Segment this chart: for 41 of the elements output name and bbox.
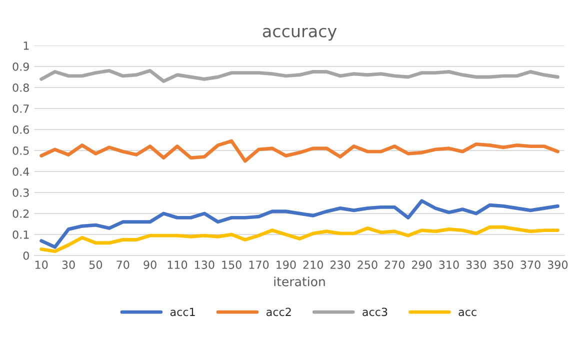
x-tick-label: 30	[62, 260, 75, 269]
x-tick-label: 150	[222, 260, 242, 269]
line-series	[40, 139, 560, 163]
legend-label: acc3	[362, 308, 388, 316]
y-tick-label: 1	[24, 42, 29, 50]
x-tick-label: 190	[276, 260, 296, 269]
chart-title: accuracy	[262, 28, 337, 41]
line-series	[40, 199, 560, 249]
y-tick-label: 0.7	[12, 104, 29, 113]
y-tick-label: 0.5	[12, 146, 29, 155]
line-series	[40, 68, 560, 83]
x-tick-label: 130	[195, 260, 214, 269]
x-tick-label: 270	[384, 260, 404, 269]
legend-label: acc	[458, 310, 476, 316]
x-tick-label: 230	[330, 260, 350, 269]
y-tick-label: 0.9	[12, 62, 29, 71]
x-tick-label: 330	[466, 260, 486, 269]
x-tick-label: 10	[36, 260, 48, 269]
x-tick-label: 210	[303, 260, 323, 269]
x-tick-label: 250	[358, 260, 378, 269]
line-series	[40, 225, 560, 254]
x-tick-label: 170	[249, 260, 269, 269]
y-tick-label: 0	[23, 251, 29, 260]
x-tick-label: 390	[548, 260, 568, 269]
x-tick-label: 70	[116, 260, 130, 269]
y-tick-label: 0.8	[12, 83, 29, 92]
y-tick-label: 0.6	[12, 125, 29, 134]
y-tick-label: 0.4	[12, 167, 30, 176]
y-tick-label: 0.1	[12, 230, 29, 239]
x-tick-label: 50	[89, 260, 102, 269]
legend-label: acc2	[266, 308, 291, 316]
x-tick-label: 110	[168, 260, 188, 269]
x-tick-label: 370	[520, 260, 540, 269]
x-tick-label: 90	[144, 260, 156, 269]
x-axis-title: iteration	[274, 276, 325, 286]
y-tick-label: 0.2	[12, 209, 29, 218]
y-tick-label: 0.3	[12, 188, 29, 197]
x-tick-label: 290	[412, 260, 432, 269]
x-tick-label: 310	[439, 260, 459, 269]
x-tick-label: 350	[494, 260, 514, 269]
legend-label: acc1	[170, 308, 195, 316]
